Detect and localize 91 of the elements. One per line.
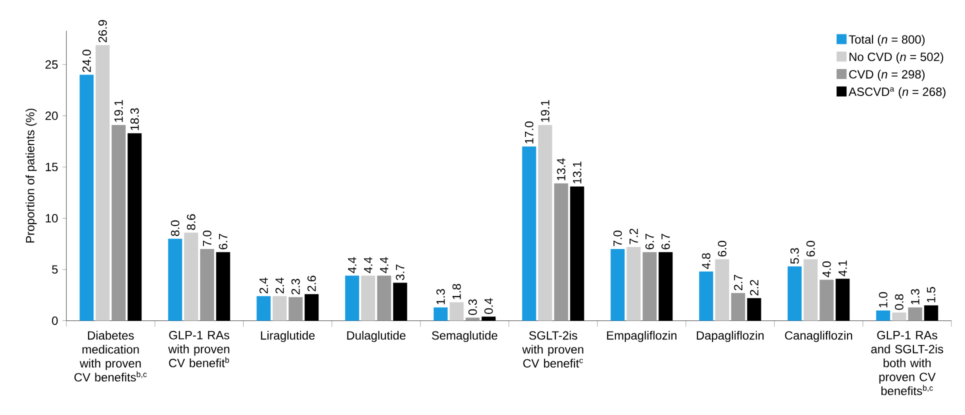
bar bbox=[434, 307, 448, 321]
bar bbox=[892, 312, 906, 321]
data-label: 6.7 bbox=[645, 234, 654, 250]
data-label: 4.4 bbox=[348, 257, 356, 274]
bar bbox=[96, 45, 110, 321]
data-label: 7.0 bbox=[202, 230, 212, 246]
y-tick-label: 25 bbox=[45, 60, 58, 69]
legend-label: No CVD (n = 502) bbox=[850, 52, 944, 64]
data-label: 2.6 bbox=[307, 276, 316, 292]
data-label: 6.7 bbox=[661, 234, 670, 250]
data-label: 0.4 bbox=[484, 298, 493, 314]
data-label: 1.5 bbox=[926, 287, 936, 302]
data-label: 1.0 bbox=[878, 292, 888, 308]
data-label: 19.1 bbox=[540, 100, 550, 122]
data-label: 2.3 bbox=[291, 278, 300, 294]
data-label: 1.8 bbox=[452, 284, 461, 300]
bar bbox=[522, 146, 536, 321]
y-tick-label: 0 bbox=[52, 316, 58, 325]
x-tick-label: Empagliflozin bbox=[607, 330, 676, 342]
x-tick-label: Dulaglutide bbox=[347, 330, 406, 342]
bar bbox=[200, 248, 214, 321]
data-label: 19.1 bbox=[114, 100, 123, 122]
data-label: 0.8 bbox=[894, 294, 904, 310]
data-label: 4.1 bbox=[838, 260, 847, 276]
y-tick-label: 20 bbox=[45, 112, 58, 120]
data-label: 5.3 bbox=[790, 248, 799, 264]
data-label: 0.3 bbox=[468, 299, 477, 315]
bar bbox=[184, 232, 198, 321]
bar bbox=[804, 259, 818, 321]
bar bbox=[345, 276, 360, 321]
x-tick-label: Dapagliflozin bbox=[696, 330, 764, 342]
data-label: 6.7 bbox=[218, 234, 228, 250]
data-label: 7.2 bbox=[629, 228, 638, 244]
bar bbox=[642, 252, 657, 321]
data-label: 6.0 bbox=[718, 240, 726, 256]
bar bbox=[731, 293, 746, 321]
data-label: 13.4 bbox=[556, 158, 566, 180]
x-tick-label: Diabetes medication with proven CV benefits$^{b,c}$ bbox=[74, 330, 147, 382]
data-label: 2.4 bbox=[259, 278, 268, 294]
y-axis-title: Proportion of patients (%) bbox=[26, 108, 37, 243]
data-label: 7.0 bbox=[613, 230, 622, 246]
data-label: 17.0 bbox=[524, 122, 534, 144]
bar bbox=[788, 266, 802, 321]
data-label: 4.0 bbox=[822, 261, 831, 278]
bar bbox=[168, 238, 182, 321]
x-tick-label: Canagliflozin bbox=[785, 330, 852, 342]
bar bbox=[908, 307, 922, 321]
bar bbox=[361, 276, 376, 321]
data-label: 2.2 bbox=[750, 280, 758, 296]
bar bbox=[80, 74, 94, 321]
data-label: 2.7 bbox=[734, 274, 742, 290]
data-label: 18.3 bbox=[130, 108, 139, 130]
x-tick-label: GLP-1 RAs with proven CV benefit$^{b}$ bbox=[168, 330, 230, 368]
bar bbox=[466, 318, 480, 321]
data-label: 8.6 bbox=[186, 214, 196, 230]
legend-label: Total (n = 800) bbox=[848, 34, 925, 46]
bar bbox=[272, 296, 287, 321]
bar bbox=[715, 259, 730, 321]
bar bbox=[554, 183, 568, 321]
data-label: 2.4 bbox=[275, 278, 284, 294]
y-tick-label: 10 bbox=[46, 214, 58, 222]
legend-label: CVD (n = 298) bbox=[849, 70, 925, 81]
data-label: 6.0 bbox=[806, 240, 815, 256]
data-label: 24.0 bbox=[82, 50, 91, 72]
legend-label: ASCVD$^{a}$ (n = 268) bbox=[848, 87, 946, 98]
data-label: 26.9 bbox=[98, 20, 107, 42]
data-label: 13.1 bbox=[572, 162, 582, 184]
bar bbox=[610, 248, 625, 321]
y-tick-label: 15 bbox=[46, 162, 58, 172]
bar bbox=[112, 124, 126, 321]
bar bbox=[256, 296, 271, 321]
data-label: 4.4 bbox=[380, 257, 388, 274]
data-label: 4.4 bbox=[364, 257, 372, 274]
data-label: 1.3 bbox=[910, 289, 920, 304]
data-label: 1.3 bbox=[436, 289, 445, 304]
x-tick-label: GLP-1 RAs and SGLT-2is both with proven CV benefits$^{b,c}$ bbox=[871, 330, 944, 396]
data-label: 3.7 bbox=[396, 264, 404, 280]
bar bbox=[876, 310, 890, 321]
x-tick-label: SGLT-2is with proven CV benefit$^{c}$ bbox=[522, 330, 584, 368]
x-tick-label: Semaglutide bbox=[432, 330, 498, 342]
bar bbox=[699, 272, 714, 321]
bar bbox=[288, 297, 303, 321]
bar bbox=[377, 276, 392, 321]
y-tick-label: 5 bbox=[52, 265, 58, 274]
bar bbox=[820, 280, 834, 321]
data-label: 8.0 bbox=[170, 220, 180, 236]
bar bbox=[626, 246, 641, 321]
data-label: 4.8 bbox=[702, 253, 710, 270]
x-tick-label: Liraglutide bbox=[261, 330, 315, 342]
bar bbox=[538, 124, 552, 321]
bar bbox=[450, 302, 464, 321]
